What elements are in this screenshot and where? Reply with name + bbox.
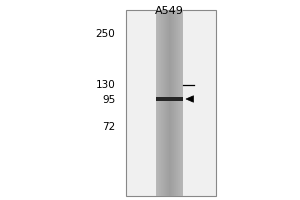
Bar [168,10,169,196]
Bar [165,10,166,196]
Bar [176,10,177,196]
Bar [169,10,170,196]
Bar [181,10,182,196]
Bar [179,10,180,196]
Text: A549: A549 [155,6,184,16]
Bar [164,10,165,196]
Bar [180,10,181,196]
Bar [167,10,168,196]
Bar [162,10,163,196]
Text: 72: 72 [102,122,116,132]
Bar [171,10,172,196]
Bar [174,10,175,196]
Bar [163,10,164,196]
Bar [158,10,159,196]
Bar [161,10,162,196]
Bar [126,10,216,196]
Bar [159,10,160,196]
Bar [172,10,173,196]
Bar [182,10,183,196]
Text: 95: 95 [102,95,116,105]
Bar [156,10,157,196]
Text: 250: 250 [96,29,116,39]
Bar [178,10,179,196]
Bar [170,10,171,196]
Bar [177,10,178,196]
Polygon shape [186,96,194,102]
Bar [157,10,158,196]
Text: 130: 130 [96,80,116,90]
Bar [156,97,183,101]
Bar [160,10,161,196]
Bar [166,10,167,196]
